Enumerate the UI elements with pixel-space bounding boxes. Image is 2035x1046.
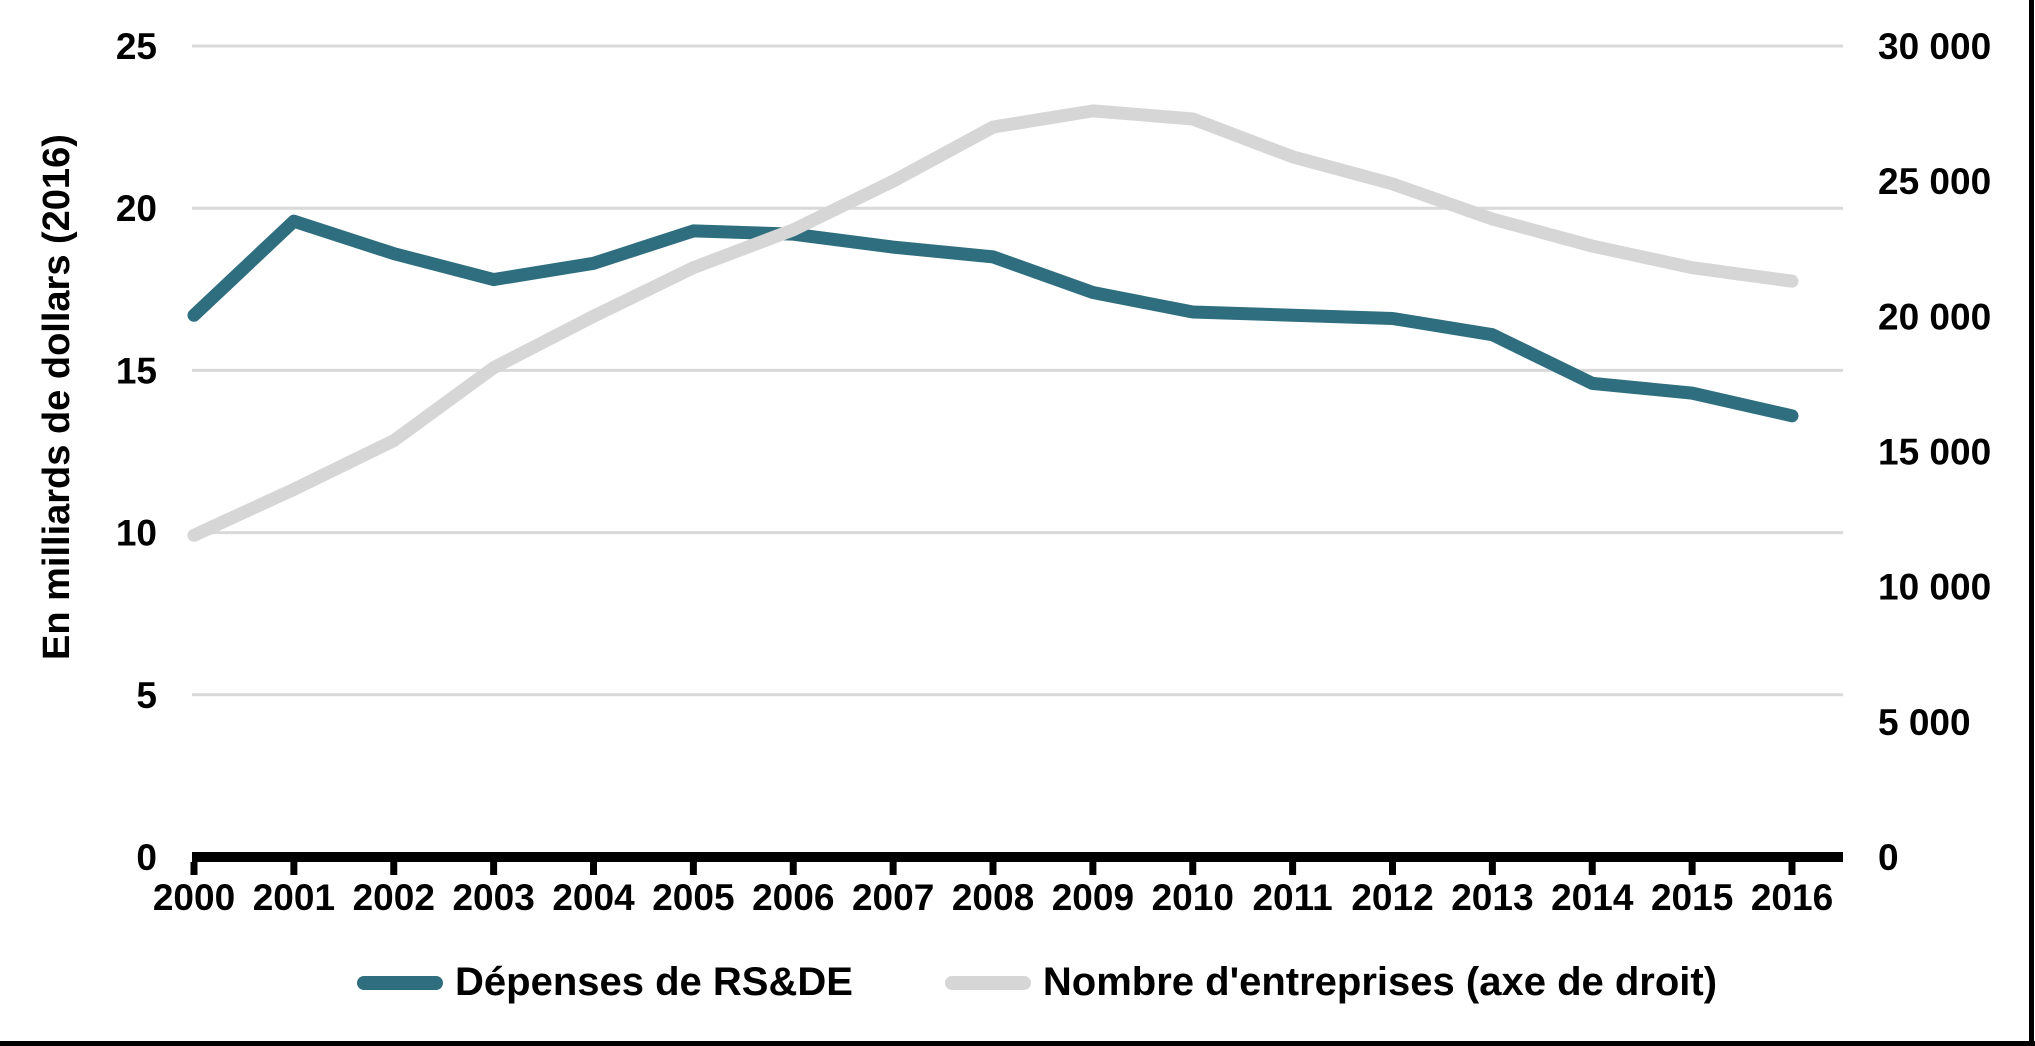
left-axis-tick-label: 0 (136, 837, 157, 878)
page-border-bottom (0, 1041, 2035, 1046)
right-axis-tick-label: 10 000 (1878, 567, 1991, 608)
x-axis-tick (1289, 862, 1297, 875)
x-axis-tick (789, 862, 797, 875)
x-axis-tick-label: 2007 (852, 877, 934, 918)
x-axis-tick-label: 2016 (1751, 877, 1833, 918)
right-axis-tick-label: 15 000 (1878, 432, 1991, 473)
x-axis-tick (190, 862, 198, 875)
x-axis-tick (1588, 862, 1596, 875)
x-axis-tick (989, 862, 997, 875)
left-axis-tick-label: 5 (136, 675, 157, 716)
legend-swatch-entreprises-icon (944, 975, 1031, 990)
right-axis-tick-label: 25 000 (1878, 161, 1991, 202)
x-axis-tick-label: 2005 (652, 877, 734, 918)
y-axis-title: En milliards de dollars (2016) (36, 134, 78, 660)
x-axis-tick-label: 2012 (1351, 877, 1433, 918)
x-axis-tick-label: 2003 (452, 877, 534, 918)
x-axis-tick (1688, 862, 1696, 875)
x-axis-tick-label: 2004 (552, 877, 635, 918)
x-axis-tick (1389, 862, 1396, 875)
legend-item-entreprises: Nombre d'entreprises (axe de droit) (944, 960, 1718, 1005)
x-axis-tick-label: 2000 (153, 877, 235, 918)
x-axis-tick (889, 862, 897, 875)
right-axis-tick-label: 30 000 (1878, 26, 1991, 67)
legend-label-entreprises: Nombre d'entreprises (axe de droit) (1042, 960, 1718, 1004)
x-axis-tick (1089, 862, 1097, 875)
x-axis-tick-label: 2006 (752, 877, 834, 918)
x-axis-tick (590, 862, 597, 875)
left-axis-tick-label: 20 (116, 188, 157, 229)
x-axis-tick (390, 862, 398, 875)
left-axis-tick-label: 25 (116, 26, 157, 67)
legend: Dépenses de RS&DE Nombre d'entreprises (… (357, 960, 1717, 1005)
x-axis-tick-label: 2013 (1451, 877, 1533, 918)
legend-label-depenses: Dépenses de RS&DE (455, 960, 853, 1004)
x-axis-tick-label: 2010 (1152, 877, 1234, 918)
x-axis-tick-label: 2009 (1052, 877, 1134, 918)
x-axis-tick (1788, 862, 1796, 875)
right-axis-tick-label: 0 (1878, 837, 1899, 878)
x-axis-line (192, 852, 1843, 862)
series-line-0 (187, 214, 1799, 423)
left-axis-tick-label: 15 (116, 350, 157, 391)
legend-swatch-depenses-icon (357, 975, 443, 990)
legend-item-depenses: Dépenses de RS&DE (357, 960, 853, 1005)
right-axis-tick-label: 5 000 (1878, 702, 1971, 743)
left-axis-tick-label: 10 (116, 513, 157, 554)
x-axis-tick (1488, 862, 1496, 875)
x-axis-tick (689, 862, 697, 875)
series-line-1 (187, 104, 1799, 542)
x-axis-tick (1189, 862, 1197, 875)
x-axis-tick-label: 2001 (253, 877, 335, 918)
x-axis-tick-label: 2014 (1551, 877, 1634, 918)
x-axis-tick-label: 2015 (1651, 877, 1733, 918)
x-axis-tick (290, 862, 298, 875)
x-axis-tick-label: 2002 (353, 877, 435, 918)
page-border-right (2029, 0, 2034, 1046)
x-axis-tick-label: 2008 (952, 877, 1034, 918)
x-axis-tick (490, 862, 498, 875)
x-axis-tick-label: 2011 (1252, 877, 1332, 918)
right-axis-tick-label: 20 000 (1878, 296, 1991, 337)
